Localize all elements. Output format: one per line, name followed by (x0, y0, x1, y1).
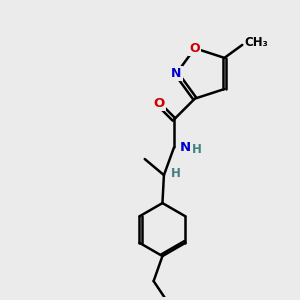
Text: O: O (190, 42, 200, 55)
Text: H: H (192, 143, 202, 156)
Text: N: N (179, 141, 191, 154)
Text: O: O (154, 97, 165, 110)
Text: H: H (171, 167, 181, 180)
Text: CH₃: CH₃ (245, 36, 268, 49)
Text: N: N (171, 67, 182, 80)
